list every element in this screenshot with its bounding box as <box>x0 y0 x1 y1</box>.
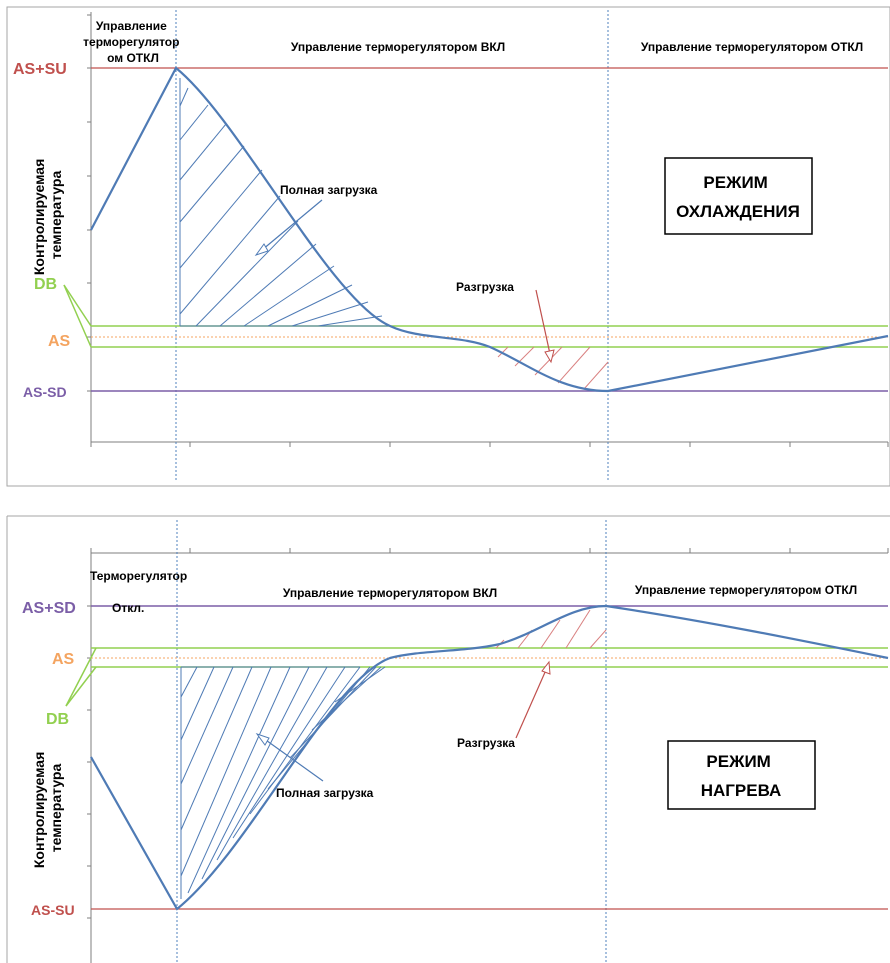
cooling-label-as-su: AS+SU <box>13 61 67 78</box>
heating-label-db: DB <box>46 711 69 728</box>
cooling-y-ticks <box>87 14 91 392</box>
cooling-temperature-curve <box>90 66 889 393</box>
heating-label-as: AS <box>52 651 75 668</box>
heating-mode-box <box>667 740 816 810</box>
cooling-frame <box>6 6 890 487</box>
heating-full-load-label: Полная загрузка <box>276 786 374 800</box>
heating-header-off-right: Управление терморегулятором ОТКЛ <box>635 583 857 597</box>
cooling-full-load-label: Полная загрузка <box>280 183 378 197</box>
heating-y-axis-label: Контролируемая температура <box>31 748 64 868</box>
heating-y-ticks <box>87 605 91 919</box>
cooling-full-load-arrow <box>254 199 323 256</box>
cooling-unload-hatch <box>497 346 609 390</box>
cooling-label-as-sd: AS-SD <box>23 384 67 400</box>
heating-label-as-su: AS-SU <box>31 902 75 918</box>
cooling-unload-label: Разгрузка <box>456 280 514 294</box>
heating-db-connector-lower <box>65 666 97 707</box>
heating-x-ticks <box>90 548 889 553</box>
cooling-full-load-hatch <box>179 87 390 327</box>
heating-panel: Терморегулятор Откл. Управление терморег… <box>6 515 890 963</box>
cooling-label-as: AS <box>48 333 71 350</box>
cooling-panel: Управление терморегулятор ом ОТКЛ Управл… <box>6 6 890 487</box>
heating-header-off-left: Терморегулятор Откл. <box>90 569 191 615</box>
cooling-db-connector-lower <box>63 284 92 348</box>
heating-unload-hatch <box>495 609 607 649</box>
cooling-db-connector-upper <box>63 284 92 327</box>
cooling-header-off-left: Управление терморегулятор ом ОТКЛ <box>83 19 183 65</box>
cooling-y-axis-label: Контролируемая температура <box>31 155 64 275</box>
heating-label-as-sd: AS+SD <box>22 600 76 617</box>
cooling-header-on: Управление терморегулятором ВКЛ <box>291 40 505 54</box>
cooling-mode-box <box>664 157 813 235</box>
cooling-header-off-right: Управление терморегулятором ОТКЛ <box>641 40 863 54</box>
heating-unload-arrow <box>515 660 551 739</box>
heating-mode-title: РЕЖИМ НАГРЕВА <box>701 752 782 800</box>
heating-unload-label: Разгрузка <box>457 736 515 750</box>
heating-header-on: Управление терморегулятором ВКЛ <box>283 586 497 600</box>
cooling-unload-arrow <box>535 289 555 364</box>
heating-db-connector-upper <box>65 647 97 707</box>
cooling-mode-title: РЕЖИМ ОХЛАЖДЕНИЯ <box>676 173 800 221</box>
heating-temperature-curve <box>90 604 889 911</box>
heating-full-load-arrow <box>255 733 324 782</box>
heating-full-load-hatch <box>180 666 386 894</box>
cooling-label-db: DB <box>34 276 57 293</box>
cooling-x-ticks <box>90 442 889 447</box>
